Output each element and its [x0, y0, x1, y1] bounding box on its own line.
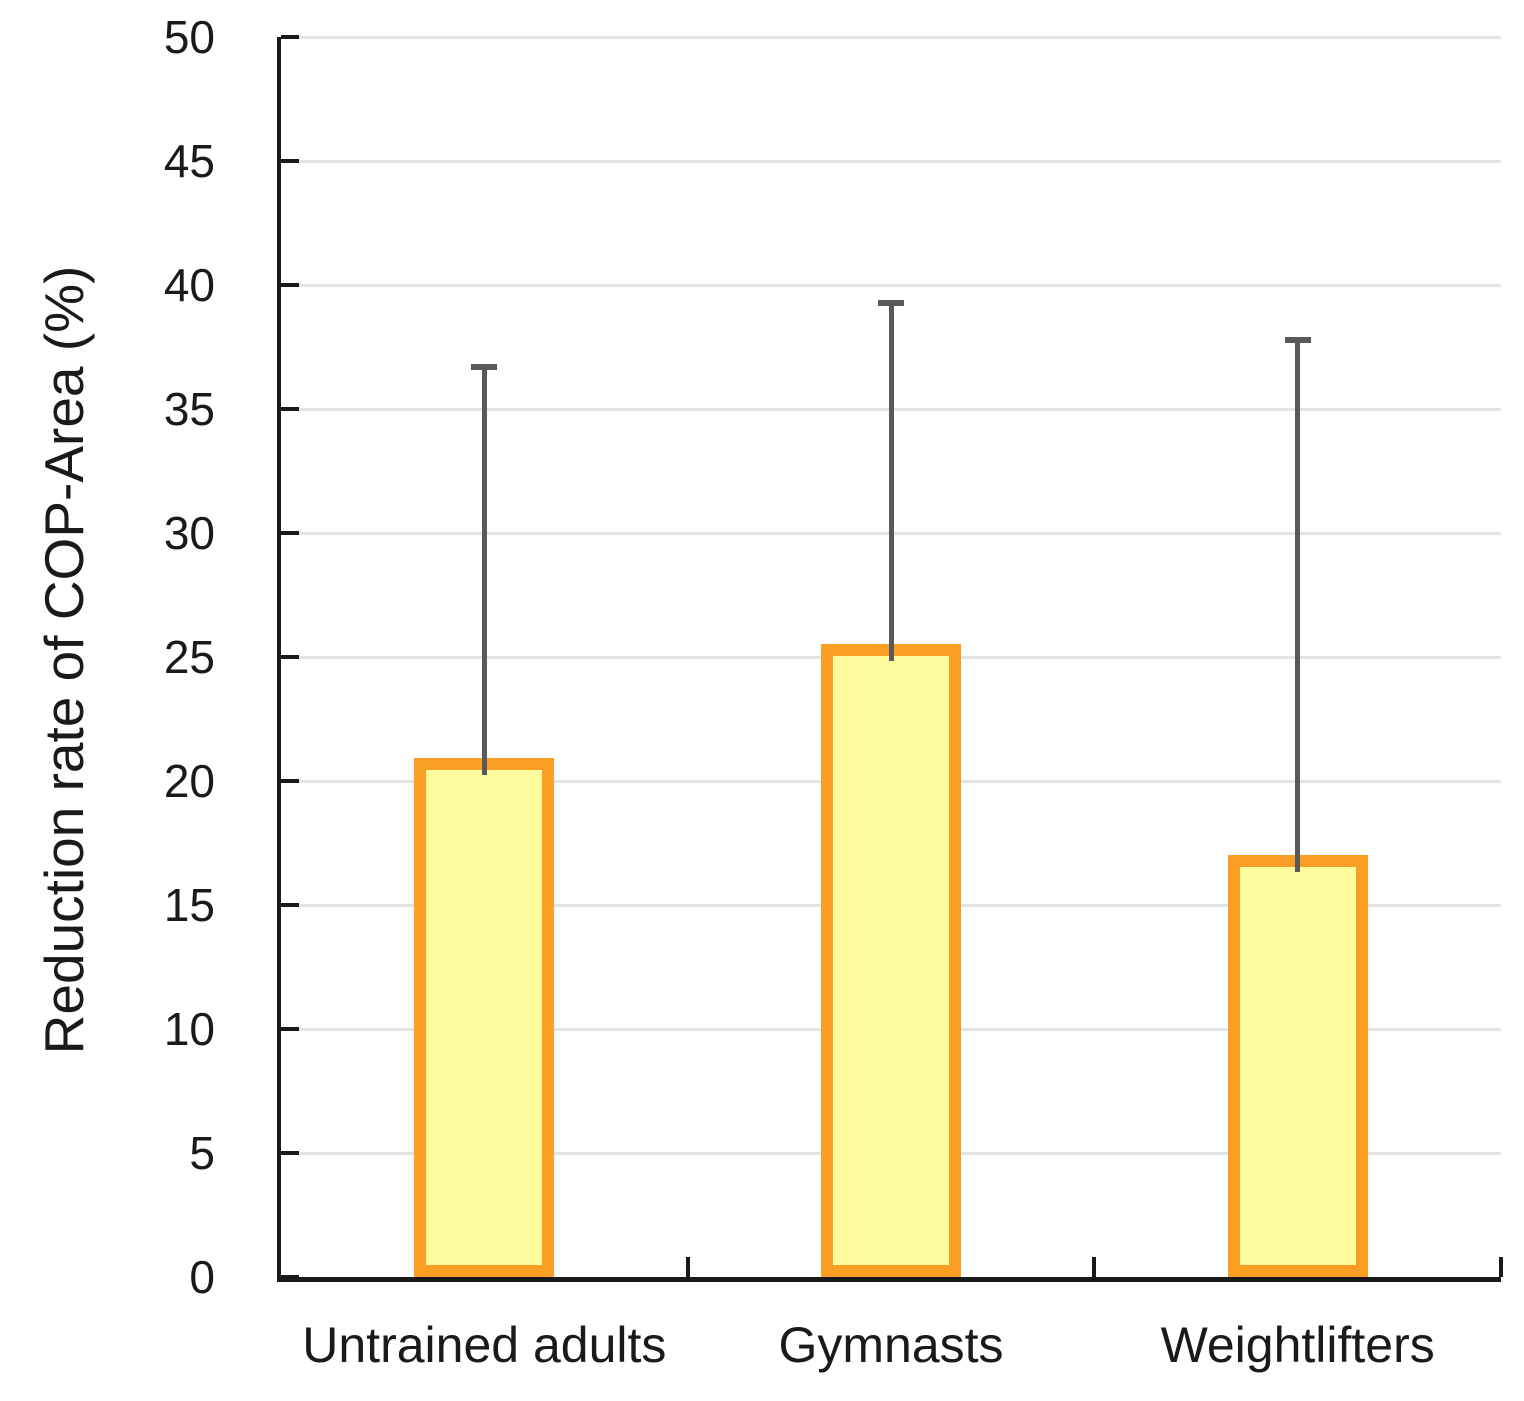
bar-weightlifters — [1227, 854, 1368, 1277]
x-axis-tick — [1092, 1257, 1097, 1277]
x-tick-label: Gymnasts — [778, 1317, 1004, 1373]
y-axis-tick — [281, 1151, 299, 1155]
y-tick-label: 5 — [189, 1127, 215, 1179]
error-bar-line — [888, 299, 894, 662]
bar-gymnasts — [821, 644, 961, 1277]
y-axis-tick — [281, 1275, 299, 1279]
error-bar-cap — [471, 364, 498, 371]
y-tick-label: 45 — [163, 135, 215, 187]
y-axis-tick — [281, 531, 299, 535]
y-tick-label: 30 — [163, 507, 215, 559]
y-tick-label: 0 — [189, 1251, 215, 1303]
error-bar-line — [1295, 337, 1301, 872]
gridline — [281, 35, 1501, 39]
y-tick-label: 35 — [163, 383, 215, 435]
x-tick-label: Untrained adults — [302, 1317, 667, 1373]
y-axis-tick — [281, 1027, 299, 1031]
y-axis-tick — [281, 655, 299, 659]
y-tick-label: 25 — [163, 631, 215, 683]
y-tick-label: 10 — [163, 1003, 215, 1055]
x-tick-label: Weightlifters — [1160, 1317, 1435, 1373]
x-axis-tick — [685, 1257, 690, 1277]
y-axis-tick — [281, 779, 299, 783]
plot-area — [277, 35, 1503, 1282]
y-axis-tick — [281, 903, 299, 907]
error-bar-cap — [878, 299, 904, 306]
bar-untrained-adults — [414, 758, 555, 1277]
y-axis-tick — [281, 159, 299, 163]
error-bar-line — [481, 364, 487, 776]
y-tick-label: 15 — [163, 879, 215, 931]
y-tick-label: 50 — [163, 11, 215, 63]
error-bar-cap — [1284, 337, 1311, 344]
gridline — [281, 283, 1501, 287]
gridline — [281, 159, 1501, 163]
y-tick-label: 40 — [163, 259, 215, 311]
y-tick-label: 20 — [163, 755, 215, 807]
y-axis-tick — [281, 407, 299, 411]
y-axis-tick — [281, 35, 299, 39]
x-axis-tick — [1499, 1257, 1503, 1277]
y-axis-tick — [281, 283, 299, 287]
